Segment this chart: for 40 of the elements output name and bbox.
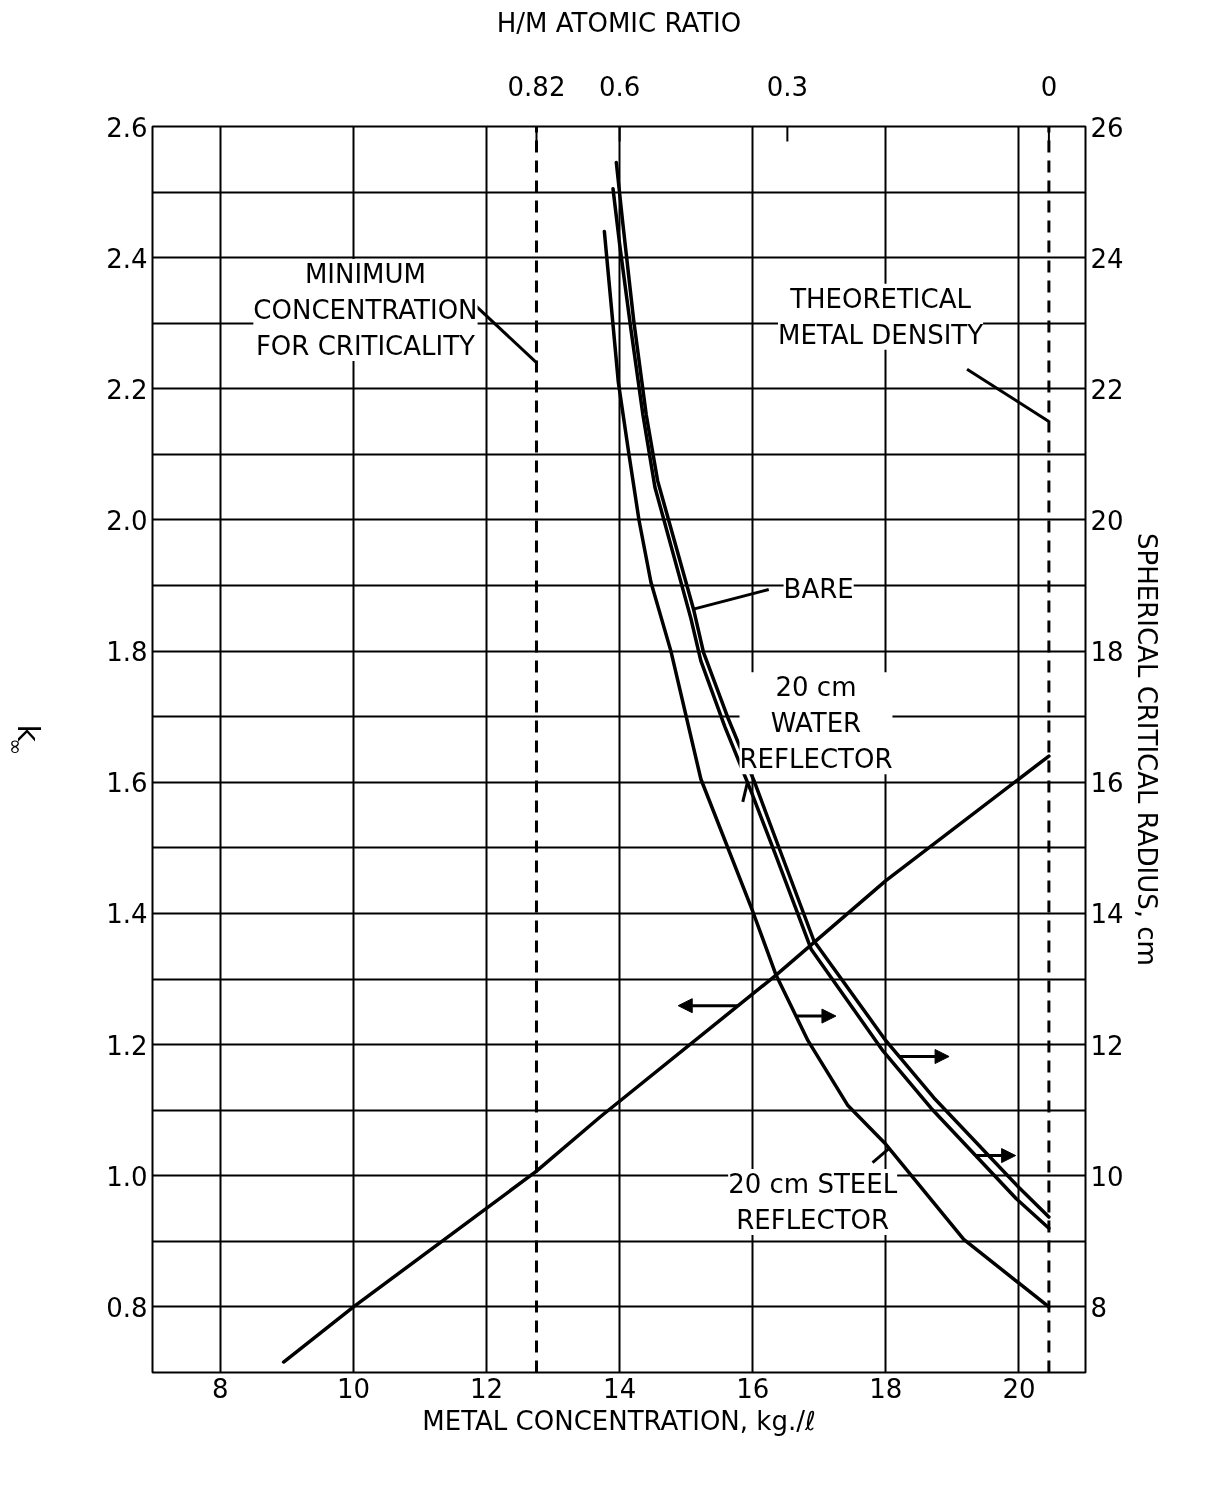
x-axis-title: METAL CONCENTRATION, kg./ℓ bbox=[422, 1405, 816, 1436]
y2-tick-label: 24 bbox=[1090, 243, 1124, 274]
y-tick-label: 1.6 bbox=[106, 768, 148, 799]
y2-tick-label: 14 bbox=[1090, 899, 1124, 930]
x-tick-label: 14 bbox=[603, 1373, 637, 1404]
y-tick-label: 2.6 bbox=[106, 112, 148, 143]
ref-line-label: MINIMUM CONCENTRATION FOR CRITICALITY bbox=[253, 259, 478, 362]
text: H/M ATOMIC RATIO bbox=[496, 7, 742, 38]
annotation: 0.6 bbox=[598, 72, 641, 103]
y-tick-label: 1.0 bbox=[106, 1161, 148, 1192]
text: 0.3 bbox=[766, 72, 809, 103]
y2-tick-label: 22 bbox=[1090, 374, 1124, 405]
y2-tick-label: 20 bbox=[1090, 505, 1124, 536]
y2-tick-label: 8 bbox=[1090, 1292, 1108, 1323]
y-tick-label: 1.8 bbox=[106, 637, 148, 668]
ref-line-label: THEORETICAL METAL DENSITY bbox=[777, 283, 984, 350]
annotation: 0.82 bbox=[507, 72, 566, 103]
y2-tick-label: 26 bbox=[1090, 112, 1124, 143]
x-tick-label: 12 bbox=[470, 1373, 504, 1404]
y2-tick-label: 16 bbox=[1090, 768, 1124, 799]
x-tick-label: 8 bbox=[212, 1373, 229, 1404]
legend-label: BARE bbox=[783, 574, 854, 605]
y-axis-title: k∞ bbox=[3, 724, 46, 755]
y-tick-label: 2.4 bbox=[106, 243, 148, 274]
series-label: 20 cm STEEL REFLECTOR bbox=[728, 1168, 898, 1235]
y2-axis-title: SPHERICAL CRITICAL RADIUS, cm bbox=[1131, 533, 1162, 966]
x-tick-label: 20 bbox=[1002, 1373, 1036, 1404]
y-tick-label: 2.0 bbox=[106, 505, 148, 536]
y-tick-label: 0.8 bbox=[106, 1292, 148, 1323]
y-tick-label: 1.4 bbox=[106, 899, 148, 930]
x-tick-label: 18 bbox=[869, 1373, 903, 1404]
series-label: 20 cm WATER REFLECTOR bbox=[739, 672, 893, 775]
y2-tick-label: 12 bbox=[1090, 1030, 1124, 1061]
y2-tick-label: 18 bbox=[1090, 637, 1124, 668]
y2-tick-label: 10 bbox=[1090, 1161, 1124, 1192]
annotation: 0 bbox=[1040, 72, 1058, 103]
x-tick-label: 10 bbox=[336, 1373, 371, 1404]
y-tick-label: 2.2 bbox=[106, 374, 148, 405]
y-tick-label: 1.2 bbox=[106, 1030, 148, 1061]
x-tick-label: 16 bbox=[736, 1373, 770, 1404]
